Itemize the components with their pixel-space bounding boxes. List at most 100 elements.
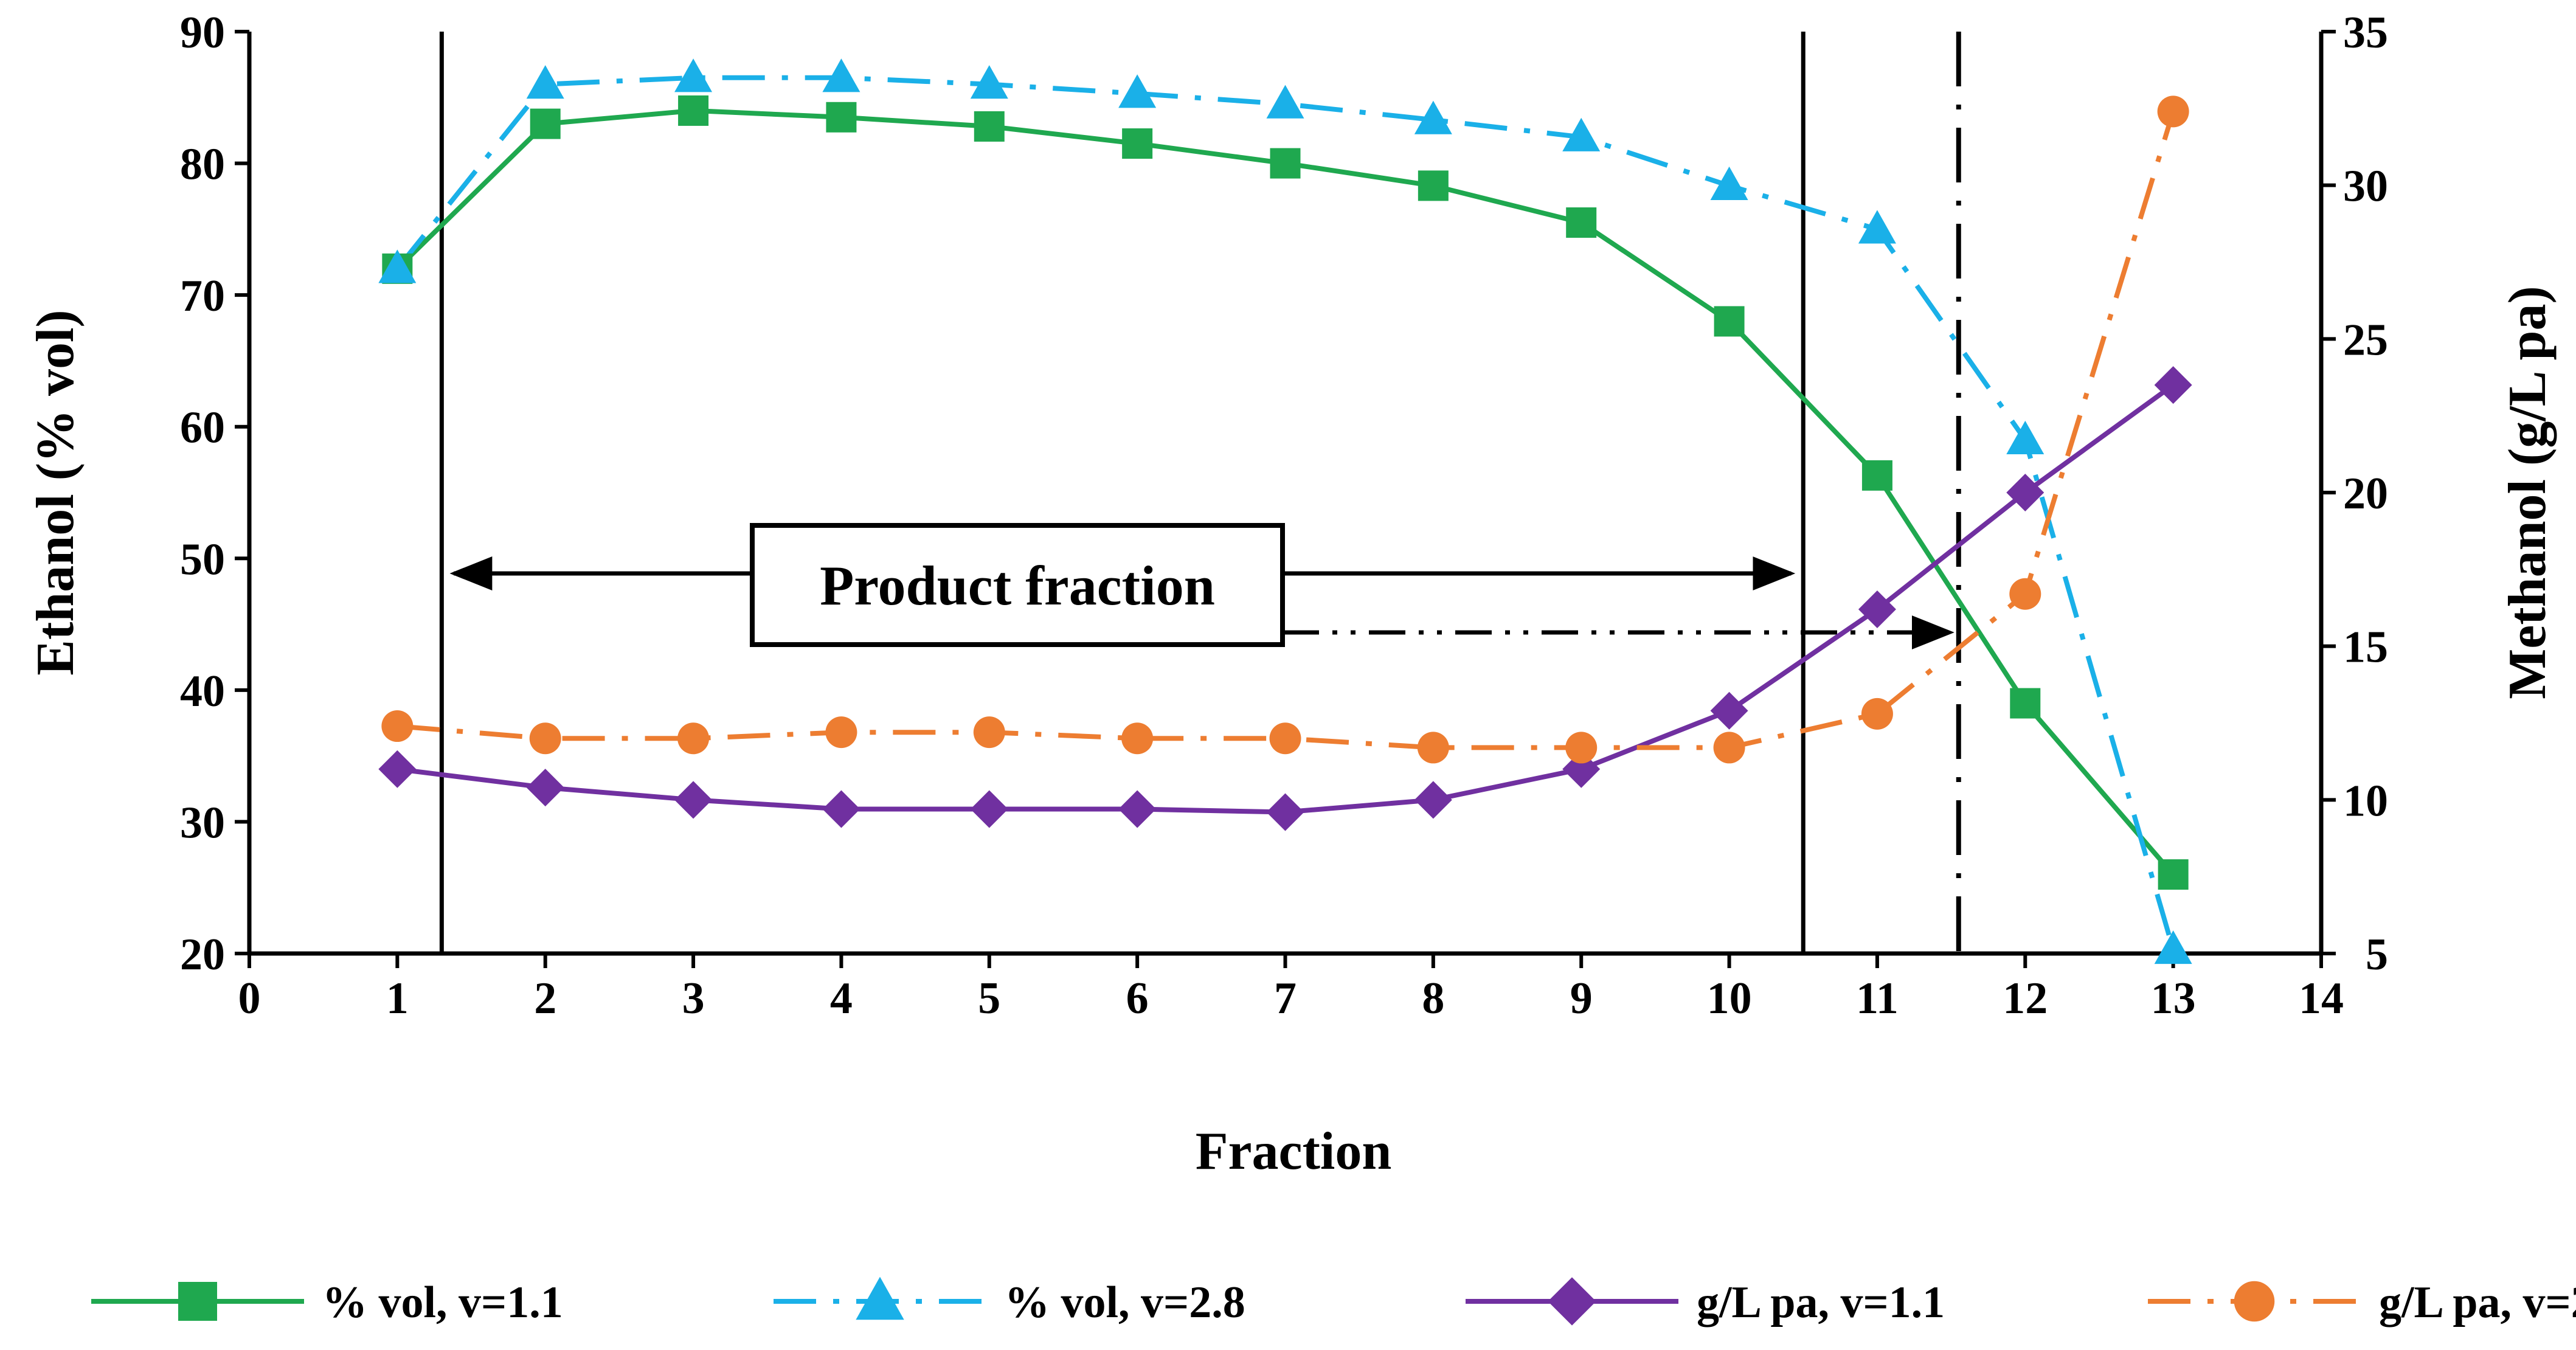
data-point-series-4	[1861, 698, 1893, 730]
x-axis-title: Fraction	[1196, 1122, 1392, 1181]
y-right-tick-label: 20	[2343, 469, 2388, 519]
data-point-series-3	[1414, 781, 1452, 819]
x-tick-label: 6	[1126, 974, 1149, 1023]
y-left-tick-label: 20	[180, 930, 225, 980]
data-point-series-2	[970, 65, 1008, 99]
data-point-series-2	[1562, 117, 1601, 151]
x-tick-label: 14	[2299, 974, 2344, 1023]
data-point-series-1	[1270, 148, 1301, 179]
data-point-series-3	[970, 790, 1008, 828]
y-left-axis-title: Ethanol (% vol)	[26, 310, 85, 675]
data-point-series-2	[1710, 166, 1748, 201]
data-point-series-4	[381, 710, 414, 742]
data-point-series-2	[674, 58, 713, 92]
x-tick-label: 4	[830, 974, 853, 1023]
x-ticks: 0 1 2 3 4 5 6 7 8 9 10 11 12 13 14	[238, 954, 2344, 1023]
data-point-series-4	[1417, 732, 1449, 764]
product-fraction-box: Product fraction	[750, 523, 1285, 647]
y-left-tick-label: 40	[180, 666, 225, 716]
data-point-series-2	[2006, 420, 2045, 454]
data-point-series-1	[2158, 859, 2189, 890]
series-line-4	[397, 111, 2176, 750]
y-right-tick-label: 25	[2343, 315, 2388, 365]
legend-label: g/L pa, v=1.1	[1697, 1278, 1945, 1328]
data-point-series-1	[530, 108, 561, 139]
legend-label: % vol, v=2.8	[1005, 1278, 1245, 1328]
x-tick-label: 9	[1570, 974, 1593, 1023]
data-point-series-4	[1269, 722, 1301, 755]
data-point-series-4	[973, 716, 1005, 749]
data-point-series-1	[678, 95, 709, 126]
data-point-series-3	[526, 769, 564, 807]
data-point-series-2	[1118, 74, 1157, 108]
x-tick-label: 5	[978, 974, 1000, 1023]
legend-marker	[856, 1276, 904, 1320]
data-point-series-1	[1418, 170, 1449, 201]
legend-label: % vol, v=1.1	[322, 1278, 563, 1328]
y-left-tick-label: 80	[180, 140, 225, 190]
y-left-tick-label: 90	[180, 8, 225, 58]
y-right-tick-label: 35	[2343, 8, 2388, 58]
data-point-series-1	[2010, 688, 2041, 719]
y-right-tick-label: 30	[2343, 162, 2388, 212]
x-tick-label: 8	[1422, 974, 1444, 1023]
x-tick-label: 12	[2003, 974, 2048, 1023]
x-tick-label: 11	[1856, 974, 1899, 1023]
data-point-series-2	[1414, 100, 1452, 134]
data-point-series-4	[1565, 732, 1598, 764]
x-tick-label: 13	[2151, 974, 2196, 1023]
data-point-series-4	[2009, 578, 2041, 610]
data-point-series-3	[378, 750, 417, 788]
series-line-1	[395, 108, 2175, 876]
series-markers	[378, 58, 2192, 964]
y-right-ticks: 5 10 15 20 25 30 35	[2321, 8, 2388, 980]
x-tick-label: 10	[1707, 974, 1752, 1023]
legend: % vol, v=1.1 % vol, v=2.8 g/L pa, v=1.1 g/L…	[91, 1276, 2576, 1328]
data-point-series-1	[1566, 207, 1597, 238]
data-point-series-2	[1858, 210, 1896, 244]
data-point-series-3	[674, 781, 713, 819]
legend-marker	[1548, 1277, 1596, 1326]
data-point-series-1	[826, 102, 857, 133]
y-right-tick-label: 5	[2366, 930, 2388, 980]
data-point-series-4	[677, 722, 710, 755]
y-left-tick-label: 30	[180, 798, 225, 848]
data-point-series-4	[1121, 722, 1154, 755]
y-right-axis-title: Methanol (g/L pa)	[2498, 286, 2557, 699]
data-point-series-3	[1266, 793, 1304, 831]
data-point-series-3	[2006, 474, 2045, 511]
data-point-series-2	[1266, 85, 1304, 119]
y-left-tick-label: 70	[180, 271, 225, 321]
data-point-series-1	[1861, 460, 1892, 491]
data-point-series-4	[1713, 732, 1745, 764]
legend-label: g/L pa, v=2.8	[2379, 1278, 2576, 1328]
data-point-series-2	[378, 249, 417, 283]
product-fraction-label: Product fraction	[820, 555, 1215, 617]
data-point-series-1	[1714, 306, 1745, 337]
data-point-series-3	[822, 790, 860, 828]
y-right-tick-label: 10	[2343, 776, 2388, 826]
legend-marker	[2234, 1281, 2275, 1322]
data-point-series-4	[529, 722, 561, 755]
data-point-series-4	[2157, 95, 2189, 128]
x-tick-label: 7	[1274, 974, 1297, 1023]
legend-marker	[178, 1282, 217, 1321]
data-point-series-1	[974, 111, 1005, 142]
y-left-tick-label: 60	[180, 403, 225, 453]
data-point-series-2	[822, 58, 860, 92]
data-point-series-3	[2154, 366, 2192, 404]
x-tick-label: 3	[682, 974, 705, 1023]
data-point-series-3	[1118, 790, 1157, 828]
y-left-tick-label: 50	[180, 535, 225, 584]
x-tick-label: 1	[386, 974, 409, 1023]
x-tick-label: 0	[238, 974, 261, 1023]
y-left-ticks: 20 30 40 50 60 70 80 90	[180, 8, 249, 980]
data-point-series-3	[1858, 590, 1896, 629]
data-point-series-2	[2154, 930, 2192, 964]
data-point-series-2	[526, 65, 564, 99]
data-point-series-1	[1122, 128, 1153, 159]
data-point-series-4	[825, 716, 857, 749]
y-right-tick-label: 15	[2343, 623, 2388, 673]
data-point-series-3	[1710, 691, 1748, 730]
